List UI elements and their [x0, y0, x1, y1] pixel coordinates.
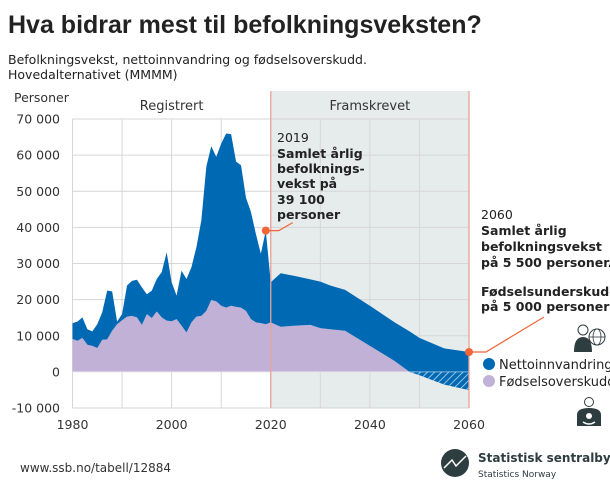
annotation-2060-line: Fødselsunderskudd [481, 284, 610, 299]
annotation-2019-leader [265, 222, 294, 232]
legend: Nettoinnvandring Fødselsoverskudd [483, 358, 610, 390]
annotation-2060-line: på 5 000 personer [481, 299, 610, 314]
annotation-2060-line: befolkningsvekst [481, 239, 602, 254]
logo-subname: Statistics Norway [478, 470, 557, 480]
y-axis-label: Personer [14, 90, 70, 105]
nettoinnvandring-area [72, 133, 469, 390]
x-tick-label: 1980 [57, 417, 89, 432]
immigrant-globe-icon [574, 324, 606, 352]
annotation-2060-line: Samlet årlig [481, 223, 567, 238]
annotation-2019-marker [261, 226, 270, 235]
y-tick-label: 30 000 [16, 256, 60, 271]
x-tick-label: 2000 [156, 417, 188, 432]
y-tick-label: 50 000 [16, 184, 60, 199]
annotation-2019-line: personer [277, 207, 341, 222]
y-tick-label: 20 000 [16, 292, 60, 307]
y-tick-label: 10 000 [16, 328, 60, 343]
legend-swatch-nettoinnvandring [483, 358, 495, 370]
subtitle-line-1: Befolkningsvekst, nettoinnvandring og fø… [8, 52, 367, 67]
y-tick-label: 60 000 [16, 148, 60, 163]
annotation-2019-year: 2019 [277, 130, 309, 145]
subtitle-line-2: Hovedalternativet (MMMM) [8, 67, 178, 82]
fodselsunderskudd-hatched-area [409, 371, 469, 390]
x-tick-label: 2060 [453, 417, 485, 432]
family-birth-icon [577, 397, 601, 426]
annotation-2019-line: vekst på [277, 176, 337, 191]
period-label-registrert: Registrert [140, 99, 204, 114]
legend-swatch-fodselsoverskudd [483, 375, 495, 387]
annotation-2060-leader [469, 316, 545, 353]
chart-title: Hva bidrar mest til befolkningsveksten? [8, 11, 482, 39]
annotation-2019-line: 39 100 [277, 192, 325, 207]
period-label-framskrevet: Framskrevet [330, 99, 411, 114]
ssb-logo: Statistisk sentralbyrå Statistics Norway [441, 449, 610, 480]
annotation-2060-line: på 5 500 personer. [481, 255, 610, 270]
legend-label-fodselsoverskudd: Fødselsoverskudd [499, 375, 610, 390]
source-link[interactable]: www.ssb.no/tabell/12884 [20, 461, 171, 475]
y-tick-label: -10 000 [12, 401, 60, 416]
y-tick-label: 40 000 [16, 220, 60, 235]
logo-name: Statistisk sentralbyrå [478, 451, 610, 465]
x-tick-label: 2040 [354, 417, 386, 432]
annotation-2060-marker [465, 348, 473, 357]
annotation-2060-year: 2060 [481, 207, 513, 222]
x-tick-label: 2020 [255, 417, 287, 432]
annotation-2019-line: Samlet årlig [277, 146, 363, 161]
legend-label-nettoinnvandring: Nettoinnvandring [499, 358, 610, 373]
annotation-2019-line: befolknings- [277, 161, 365, 176]
y-tick-label: 0 [52, 364, 60, 379]
y-tick-label: 70 000 [16, 112, 60, 127]
